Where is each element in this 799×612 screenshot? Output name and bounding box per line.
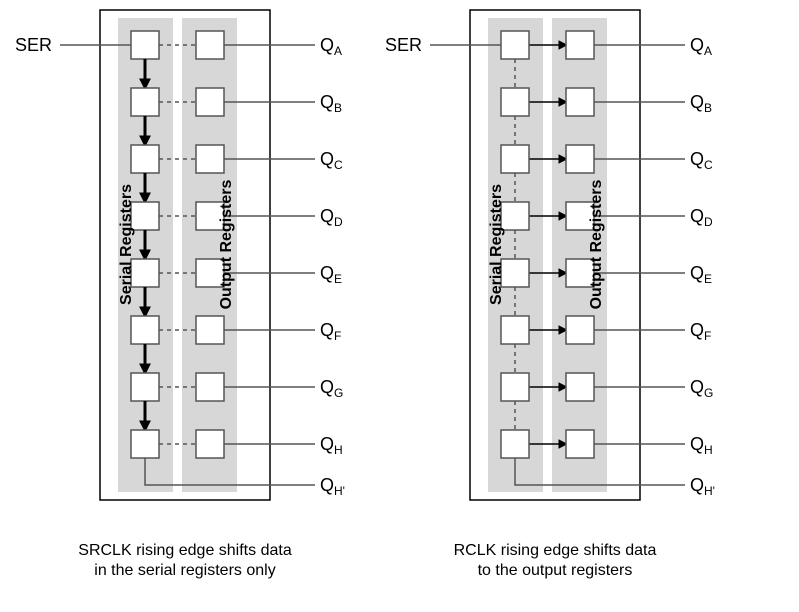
ser-label: SER: [15, 35, 52, 55]
output-label: QE: [320, 263, 342, 286]
caption-line1: RCLK rising edge shifts data: [454, 542, 657, 559]
panel-right: QA QB QC QD QE QF QG QH SER QH' Serial Registers Ou…: [385, 10, 715, 500]
serial-register: [501, 316, 529, 344]
output-register: [566, 31, 594, 59]
tap-label: QH': [690, 475, 715, 498]
caption-line2: to the output registers: [478, 562, 633, 579]
output-label: QF: [690, 320, 711, 343]
output-register: [196, 316, 224, 344]
svg-text:Output Registers: Output Registers: [218, 180, 235, 310]
serial-register: [131, 145, 159, 173]
caption-line1: SRCLK rising edge shifts data: [78, 542, 292, 559]
output-label: QE: [690, 263, 712, 286]
serial-register: [501, 31, 529, 59]
serial-register: [131, 316, 159, 344]
svg-text:Serial Registers: Serial Registers: [488, 184, 505, 305]
output-label: QC: [320, 149, 343, 172]
tap-label: QH': [320, 475, 345, 498]
output-register: [196, 373, 224, 401]
output-register: [566, 373, 594, 401]
output-register: [196, 145, 224, 173]
output-register: [196, 31, 224, 59]
output-label: QG: [690, 377, 713, 400]
svg-text:Output Registers: Output Registers: [588, 180, 605, 310]
output-label: QB: [690, 92, 712, 115]
serial-register: [131, 373, 159, 401]
serial-register: [131, 202, 159, 230]
serial-register: [501, 259, 529, 287]
output-label: QA: [690, 35, 712, 58]
output-label: QC: [690, 149, 713, 172]
output-register: [566, 145, 594, 173]
output-register: [566, 88, 594, 116]
serial-register: [501, 88, 529, 116]
serial-register: [501, 373, 529, 401]
serial-register: [131, 31, 159, 59]
output-register: [196, 430, 224, 458]
output-label: QD: [690, 206, 713, 229]
serial-register: [131, 259, 159, 287]
panel-left: QA QB QC QD QE QF QG QH SER QH' Serial Registers Ou…: [15, 10, 345, 500]
serial-register: [131, 88, 159, 116]
serial-register: [501, 202, 529, 230]
output-label: QD: [320, 206, 343, 229]
output-label: QA: [320, 35, 342, 58]
serial-register: [501, 430, 529, 458]
output-label: QB: [320, 92, 342, 115]
output-register: [196, 88, 224, 116]
output-label: QG: [320, 377, 343, 400]
output-label: QF: [320, 320, 341, 343]
output-register: [566, 430, 594, 458]
output-label: QH: [320, 434, 343, 457]
output-label: QH: [690, 434, 713, 457]
ser-label: SER: [385, 35, 422, 55]
serial-register: [131, 430, 159, 458]
svg-text:Serial Registers: Serial Registers: [118, 184, 135, 305]
serial-register: [501, 145, 529, 173]
caption-line2: in the serial registers only: [94, 562, 275, 579]
output-register: [566, 316, 594, 344]
